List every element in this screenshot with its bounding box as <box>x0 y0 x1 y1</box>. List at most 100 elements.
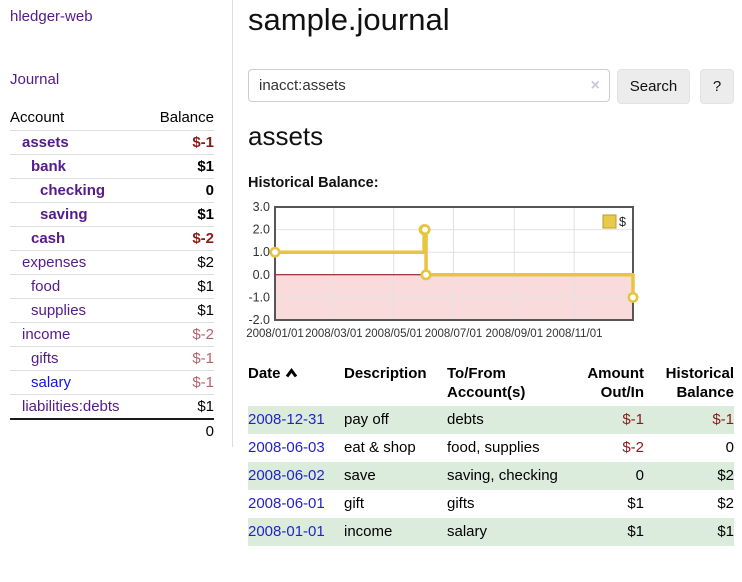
account-link-bank[interactable]: bank <box>31 158 67 175</box>
svg-text:2008/03/01: 2008/03/01 <box>305 328 363 340</box>
accounts-header-balance: Balance <box>159 109 214 126</box>
historical-balance-chart: $3.0 2.0 1.0 0.0 -1.0 -2.0 2008/01/01 2008/03/0… <box>243 196 742 346</box>
transaction-description: eat & shop <box>344 439 416 456</box>
account-link-cash[interactable]: cash <box>31 230 66 247</box>
transaction-date-link[interactable]: 2008-01-01 <box>248 523 325 540</box>
transaction-date-link[interactable]: 2008-06-03 <box>248 439 325 456</box>
transaction-accounts: food, supplies <box>447 439 540 456</box>
account-balance: $-1 <box>192 134 214 151</box>
transaction-description: gift <box>344 495 365 512</box>
accounts-total-row: 0 <box>10 418 214 443</box>
help-button[interactable]: ? <box>700 69 734 104</box>
account-link-salary[interactable]: salary <box>31 374 72 391</box>
account-balance: $1 <box>197 398 214 415</box>
svg-text:3.0: 3.0 <box>253 200 270 214</box>
transaction-accounts: salary <box>447 518 559 546</box>
svg-text:0.0: 0.0 <box>253 268 270 282</box>
account-balance: $1 <box>197 302 214 319</box>
svg-text:-2.0: -2.0 <box>248 313 270 327</box>
transaction-amount: $-1 <box>559 406 644 434</box>
accounts-table: Account Balance assets $-1 bank $1 checking 0… <box>10 106 214 443</box>
transaction-description: pay off <box>344 406 447 434</box>
account-link-checking[interactable]: checking <box>40 182 106 199</box>
register-header-description: Description <box>344 365 427 382</box>
account-balance: $-1 <box>192 350 214 367</box>
svg-text:2008/11/01: 2008/11/01 <box>546 328 603 340</box>
svg-text:-1.0: -1.0 <box>248 290 270 304</box>
account-row: checking 0 <box>10 178 214 203</box>
transaction-description: income <box>344 518 447 546</box>
svg-text:2008/01/01: 2008/01/01 <box>246 328 304 340</box>
transaction-description: save <box>344 462 447 490</box>
account-row: supplies $1 <box>10 298 214 323</box>
transaction-date-link[interactable]: 2008-06-01 <box>248 495 325 512</box>
sidebar-item-journal[interactable]: Journal <box>10 71 60 88</box>
svg-text:2008/09/01: 2008/09/01 <box>486 328 544 340</box>
register-row: 2008-06-02 save saving, checking 0 $2 <box>248 462 734 490</box>
transaction-date-link[interactable]: 2008-12-31 <box>248 411 325 428</box>
svg-text:$: $ <box>619 215 626 229</box>
transaction-balance: $2 <box>717 495 734 512</box>
account-balance: $-1 <box>192 374 214 391</box>
account-row: food $1 <box>10 274 214 299</box>
account-link-assets[interactable]: assets <box>22 134 69 151</box>
svg-text:2008/07/01: 2008/07/01 <box>425 328 483 340</box>
transaction-balance: $1 <box>644 518 734 546</box>
svg-text:1.0: 1.0 <box>253 245 270 259</box>
account-balance: $1 <box>197 278 214 295</box>
account-row: income $-2 <box>10 322 214 347</box>
register-row: 2008-06-01 gift gifts $1 $2 <box>248 490 734 518</box>
clear-search-icon[interactable]: × <box>590 77 600 94</box>
transaction-amount: $-2 <box>622 439 644 456</box>
register-table: Date Description To/From Account(s) Amou… <box>248 362 734 546</box>
transaction-balance: $-1 <box>644 406 734 434</box>
account-row: bank $1 <box>10 154 214 179</box>
account-link-expenses[interactable]: expenses <box>22 254 87 271</box>
transaction-date-link[interactable]: 2008-06-02 <box>248 467 325 484</box>
search-input[interactable] <box>249 70 609 101</box>
account-link-gifts[interactable]: gifts <box>31 350 59 367</box>
account-link-liabilities-debts[interactable]: liabilities:debts <box>22 398 120 415</box>
search-button[interactable]: Search <box>617 69 690 104</box>
register-row: 2008-12-31 pay off debts $-1 $-1 <box>248 406 734 434</box>
app-brand-link[interactable]: hledger-web <box>10 8 93 25</box>
account-link-food[interactable]: food <box>31 278 61 295</box>
transaction-amount: $1 <box>559 518 644 546</box>
register-row: 2008-01-01 income salary $1 $1 <box>248 518 734 546</box>
register-header-amount: Amount Out/In <box>587 365 644 401</box>
transaction-accounts: debts <box>447 406 559 434</box>
account-row: assets $-1 <box>10 130 214 155</box>
svg-text:2008/05/01: 2008/05/01 <box>365 328 423 340</box>
transaction-accounts: saving, checking <box>447 462 559 490</box>
chart-title: Historical Balance: <box>248 175 379 191</box>
account-link-income[interactable]: income <box>22 326 71 343</box>
transaction-amount: $1 <box>627 495 644 512</box>
account-balance: $2 <box>197 254 214 271</box>
transaction-balance: $2 <box>644 462 734 490</box>
account-balance: 0 <box>205 182 214 199</box>
account-balance: $-2 <box>192 326 214 343</box>
account-balance: $1 <box>197 158 214 175</box>
search-form: × Search ? <box>248 69 734 104</box>
search-box: × <box>248 69 610 102</box>
account-link-supplies[interactable]: supplies <box>31 302 87 319</box>
account-row: liabilities:debts $1 <box>10 394 214 419</box>
account-balance: $-2 <box>192 230 214 247</box>
accounts-header-account: Account <box>10 109 65 126</box>
register-header-balance: Historical Balance <box>665 365 734 401</box>
account-balance: $1 <box>197 206 214 223</box>
account-row: salary $-1 <box>10 370 214 395</box>
transaction-balance: 0 <box>725 439 734 456</box>
accounts-total-value: 0 <box>146 418 214 443</box>
account-row: expenses $2 <box>10 250 214 275</box>
transaction-accounts: gifts <box>447 495 475 512</box>
account-heading: assets <box>248 121 324 151</box>
register-row: 2008-06-03 eat & shop food, supplies $-2 0 <box>248 434 734 462</box>
svg-text:2.0: 2.0 <box>253 223 270 237</box>
transaction-amount: 0 <box>559 462 644 490</box>
account-link-saving[interactable]: saving <box>40 206 88 223</box>
sidebar: hledger-web Journal Account Balance asse… <box>0 0 233 447</box>
register-header-date[interactable]: Date <box>248 362 344 406</box>
account-row: saving $1 <box>10 202 214 227</box>
